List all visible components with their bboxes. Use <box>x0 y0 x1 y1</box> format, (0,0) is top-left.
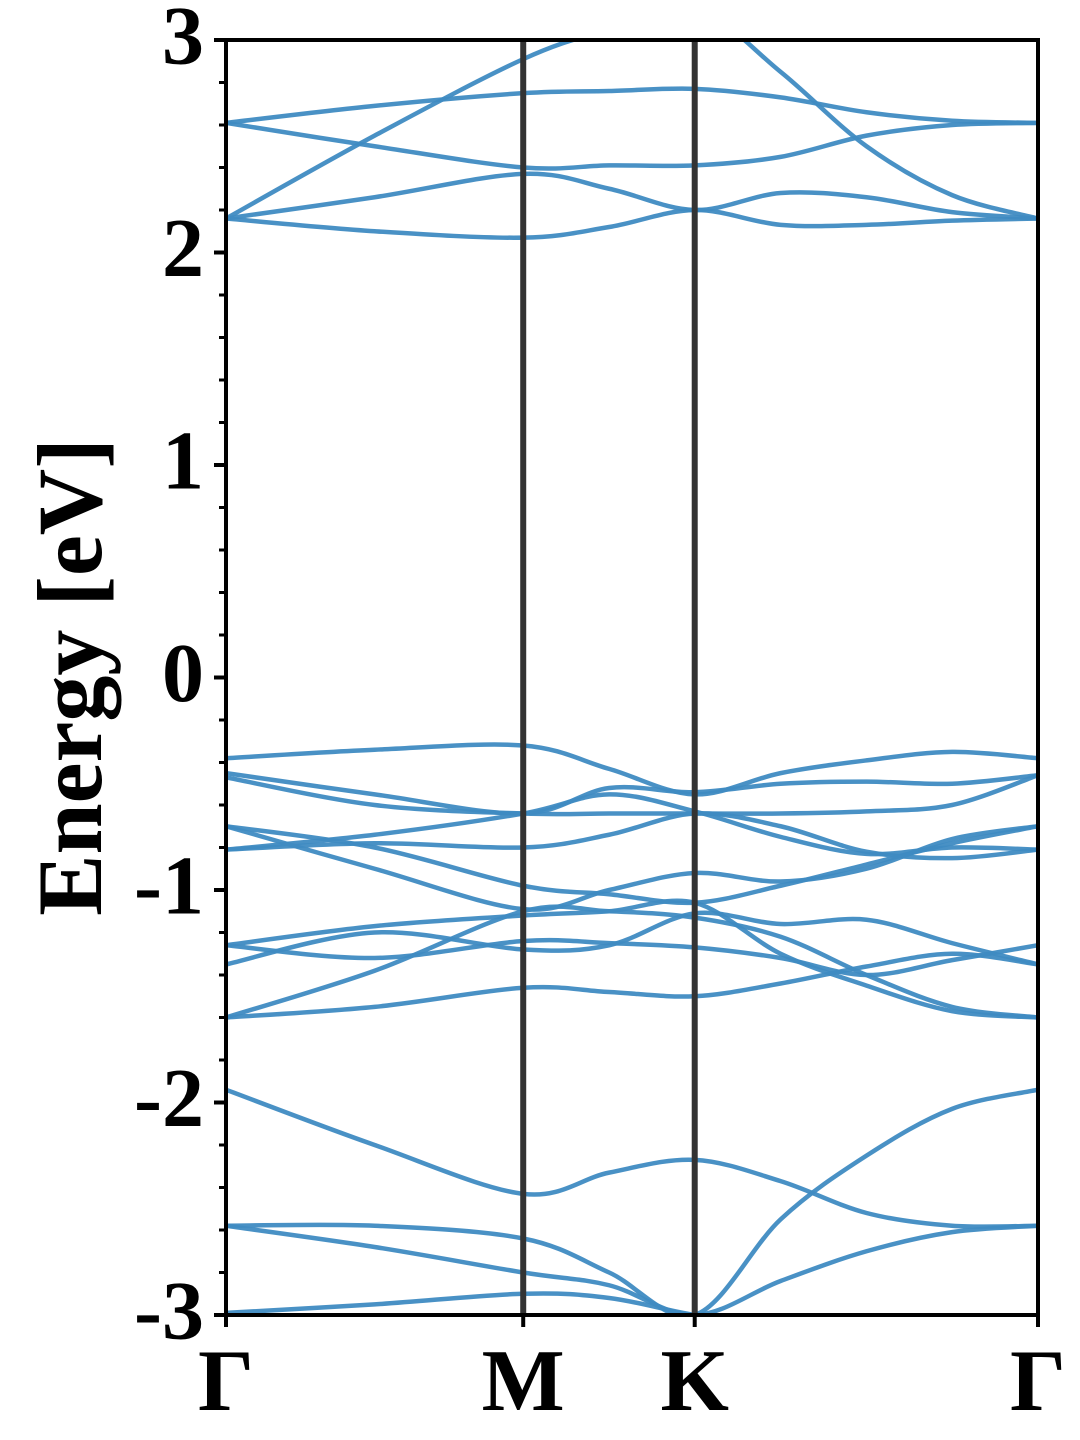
band-line <box>226 898 1038 1020</box>
band-line <box>226 904 1038 1020</box>
plot-area <box>226 40 1038 1315</box>
x-tick-label: K <box>660 1333 728 1430</box>
band-line <box>226 937 1038 978</box>
band-line <box>226 40 1038 221</box>
band-line <box>226 1291 711 1315</box>
x-tick-label: Γ <box>198 1333 254 1430</box>
band-line <box>226 1087 1038 1229</box>
band-line <box>226 951 1038 1020</box>
band-line <box>226 86 1038 126</box>
y-tick-label: 0 <box>162 627 204 720</box>
band-line <box>226 171 1038 221</box>
y-tick-label: -2 <box>134 1052 204 1145</box>
y-tick-label: -1 <box>134 839 204 932</box>
band-line <box>226 824 1038 912</box>
band-line <box>226 207 1038 240</box>
y-axis-label: Energy [eV] <box>19 438 121 916</box>
band-line <box>226 811 1038 861</box>
x-tick-label: Γ <box>1010 1333 1066 1430</box>
band-line <box>226 1087 1038 1315</box>
band-line <box>226 120 1038 171</box>
x-tick-label: M <box>482 1333 565 1430</box>
y-tick-label: 1 <box>162 414 204 507</box>
y-tick-label: 3 <box>162 0 204 82</box>
y-tick-label: -3 <box>134 1264 204 1357</box>
y-tick-label: 2 <box>162 202 204 295</box>
band-line <box>226 770 1038 816</box>
